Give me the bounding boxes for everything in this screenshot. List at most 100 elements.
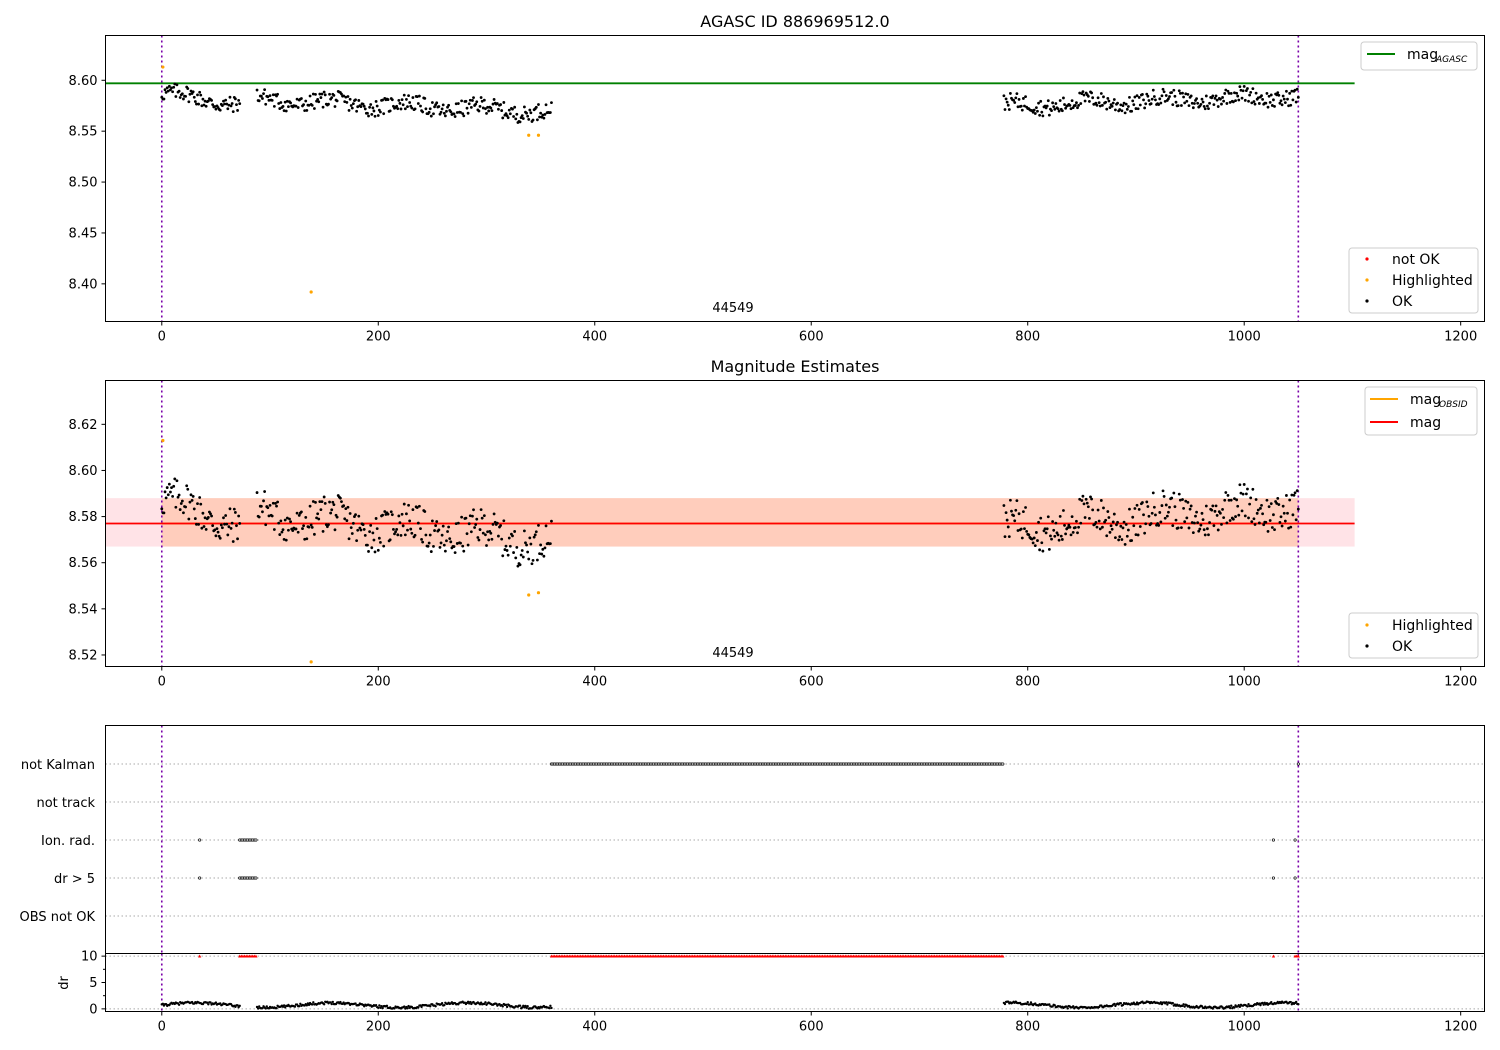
ok-point [193,517,197,520]
ok-point [1180,104,1183,107]
dr-point [549,1004,552,1008]
ok-point [435,101,439,105]
ok-point [1173,94,1177,98]
ok-point [1248,93,1252,97]
ok-point [479,96,483,99]
ok-point [1085,501,1089,505]
ok-point [1250,101,1254,105]
ok-point [1076,531,1079,535]
ok-point [1122,101,1126,105]
ok-point [182,97,185,101]
ok-point [1261,512,1265,516]
ok-point [1204,94,1208,98]
ok-point [1123,111,1127,115]
ok-point [513,530,517,533]
ok-point [1095,525,1099,529]
ok-point [379,540,382,544]
ok-point [533,533,537,537]
ok-point [462,114,466,118]
ok-point [300,97,303,100]
ok-point [1214,504,1218,508]
ok-point [435,520,439,523]
ok-point [262,499,265,503]
ok-point [1223,92,1227,95]
agasc-marks: 0 200 400 600 800 1000 1200 8.40 8.45 8.50 8.55 8.6… [69,35,1477,345]
ok-point [235,103,238,107]
ok-point [196,502,199,505]
ok-point [1269,93,1273,97]
ok-point [1064,106,1068,110]
ok-point [255,88,259,92]
ok-point [224,514,228,517]
ok-point [1039,99,1043,103]
ok-point [1033,544,1037,548]
ok-point [460,99,464,103]
ok-point [407,503,410,507]
ok-point [200,104,204,108]
ok-point [310,104,314,107]
ok-point [1266,529,1270,533]
ok-point [411,96,415,99]
y-tick-label: 5 [89,976,97,991]
dr-point [1135,1001,1139,1004]
ok-point [1279,515,1283,519]
ok-point [1281,94,1285,98]
ok-point [437,105,441,108]
ok-point [1016,105,1020,109]
ok-point [1120,109,1124,113]
ok-point [1149,522,1153,525]
dr-point [1048,1003,1051,1006]
ok-point [1126,105,1130,108]
ok-point [314,92,317,96]
dr-point [1183,1005,1186,1008]
ok-point [466,543,470,547]
y-tick-label: 8.55 [69,125,98,140]
ok-point [1183,520,1187,524]
ok-point [1158,97,1162,101]
ok-point [331,500,335,504]
ok-point [196,93,199,97]
ok-point [1037,101,1040,105]
ok-point [357,99,361,102]
ok-point [1119,524,1123,528]
ok-point [440,107,444,111]
ok-point [375,527,379,531]
dr-ylabel: dr [57,976,72,990]
ok-point [1187,104,1191,108]
ok-point [395,527,399,531]
legend-line-label: mag [1410,392,1441,408]
ok-point [525,543,528,547]
ok-point [304,99,308,103]
ok-point [1231,100,1235,104]
ok-point [1172,491,1176,495]
ok-point [543,546,547,550]
ok-point [1071,530,1075,534]
ok-point [1077,103,1080,107]
ok-point [527,557,531,561]
ok-point [318,92,322,96]
ok-point [550,101,553,105]
ok-point [1098,527,1102,531]
ok-point [1130,539,1134,542]
ok-point [1078,91,1082,95]
ok-point [330,96,334,100]
ok-point [1241,492,1245,496]
ok-point [459,110,462,114]
ok-point [300,510,303,514]
ok-point [456,521,460,525]
ok-point [529,542,533,546]
ok-point [346,505,350,509]
ok-point [406,528,409,532]
ok-point [507,536,511,540]
ok-point [1277,503,1281,506]
ok-point [1009,498,1012,502]
ok-point [164,90,168,94]
ok-point [1042,529,1046,533]
ok-point [524,541,527,545]
ok-point [277,521,281,525]
ok-point [1200,97,1204,101]
ok-point [1118,535,1122,539]
ok-point [1244,89,1248,93]
flag-point [1293,876,1297,880]
ok-point [1132,524,1136,528]
